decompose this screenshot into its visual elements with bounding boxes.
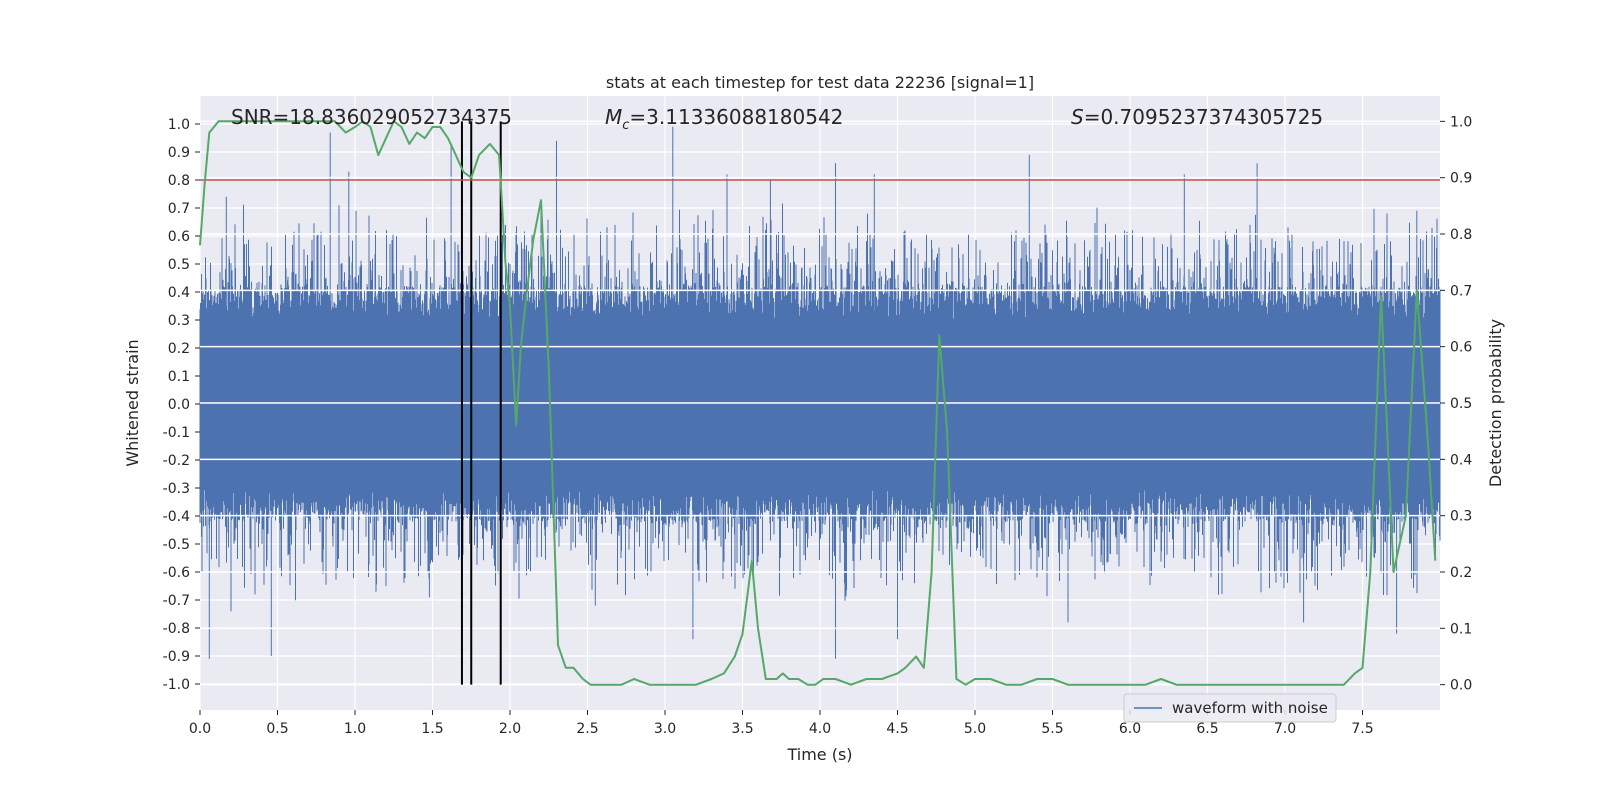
chirp-mass-subscript: c xyxy=(622,118,629,133)
y-tick-label: 0.6 xyxy=(168,229,190,245)
chirp-mass-annotation: Mc=3.11336088180542 xyxy=(605,105,843,133)
chart-title: stats at each timestep for test data 222… xyxy=(606,73,1034,92)
y-tick-label: -0.3 xyxy=(163,481,190,497)
x-axis-ticks: 0.0 0.5 1.0 1.5 2.0 2.5 3.0 3.5 4.0 4.5 5.0 5.5 6.0 6… xyxy=(189,710,1374,737)
y-tick-label: 0.0 xyxy=(168,397,190,413)
x-tick-label: 4.0 xyxy=(809,721,831,737)
x-tick-label: 6.5 xyxy=(1196,721,1218,737)
event-markers xyxy=(460,121,502,685)
y2-tick-label: 0.3 xyxy=(1450,509,1472,525)
y2-tick-label: 0.0 xyxy=(1450,678,1472,694)
y2-axis-ticks: 0.0 0.1 0.2 0.3 0.4 0.5 0.6 0.7 0.8 0.9 1.0 xyxy=(1440,114,1472,694)
x-axis-label: Time (s) xyxy=(786,745,852,764)
detection-probability-line xyxy=(199,120,1437,686)
chirp-mass-symbol: M xyxy=(605,105,622,129)
y-tick-label: -0.8 xyxy=(163,621,190,637)
y-tick-label: 0.8 xyxy=(168,173,190,189)
y2-tick-label: 0.8 xyxy=(1450,227,1472,243)
x-tick-label: 1.5 xyxy=(421,721,443,737)
strain-series xyxy=(199,126,1441,659)
y-tick-label: 0.2 xyxy=(168,341,190,357)
x-tick-label: 7.0 xyxy=(1274,721,1296,737)
y2-tick-label: 0.1 xyxy=(1450,621,1472,637)
y2-tick-label: 0.9 xyxy=(1450,171,1472,187)
y2-tick-label: 1.0 xyxy=(1450,114,1472,130)
x-tick-label: 2.5 xyxy=(576,721,598,737)
y-tick-label: 0.5 xyxy=(168,257,190,273)
x-tick-label: 3.5 xyxy=(731,721,753,737)
x-tick-label: 5.5 xyxy=(1041,721,1063,737)
y2-tick-label: 0.2 xyxy=(1450,565,1472,581)
x-tick-label: 7.5 xyxy=(1351,721,1373,737)
y-tick-label: -0.9 xyxy=(163,649,190,665)
y2-tick-label: 0.7 xyxy=(1450,283,1472,299)
y-tick-label: -1.0 xyxy=(163,677,190,693)
s-value: =0.7095237374305725 xyxy=(1084,105,1323,129)
y-tick-label: -0.1 xyxy=(163,425,190,441)
chirp-mass-value: =3.11336088180542 xyxy=(629,105,843,129)
y-tick-label: -0.5 xyxy=(163,537,190,553)
y-tick-label: -0.6 xyxy=(163,565,190,581)
snr-annotation: SNR=18.836029052734375 xyxy=(231,105,512,129)
strain-line xyxy=(199,126,1441,659)
x-tick-label: 1.0 xyxy=(344,721,366,737)
y-tick-label: 0.9 xyxy=(168,145,190,161)
y-tick-label: 0.7 xyxy=(168,201,190,217)
y-tick-label: 0.3 xyxy=(168,313,190,329)
y-tick-label: -0.4 xyxy=(163,509,190,525)
x-tick-label: 0.0 xyxy=(189,721,211,737)
y-tick-label: -0.7 xyxy=(163,593,190,609)
y-tick-label: -0.2 xyxy=(163,453,190,469)
y-tick-label: 0.4 xyxy=(168,285,190,301)
x-tick-label: 5.0 xyxy=(964,721,986,737)
s-symbol: S xyxy=(1071,105,1084,129)
y-axis-ticks: -1.0 -0.9 -0.8 -0.7 -0.6 -0.5 -0.4 -0.3 -0.2 -0.1… xyxy=(163,117,200,693)
x-tick-label: 0.5 xyxy=(266,721,288,737)
y2-tick-label: 0.5 xyxy=(1450,396,1472,412)
x-tick-label: 4.5 xyxy=(886,721,908,737)
y-axis-label: Whitened strain xyxy=(123,339,142,466)
legend: waveform with noise xyxy=(1123,693,1337,723)
y-tick-label: 0.1 xyxy=(168,369,190,385)
s-annotation: S=0.7095237374305725 xyxy=(1071,105,1323,129)
x-tick-label: 6.0 xyxy=(1119,721,1141,737)
y2-tick-label: 0.6 xyxy=(1450,340,1472,356)
y2-axis-label: Detection probability xyxy=(1486,319,1505,487)
legend-label: waveform with noise xyxy=(1172,699,1328,717)
x-tick-label: 3.0 xyxy=(654,721,676,737)
y2-tick-label: 0.4 xyxy=(1450,452,1472,468)
x-tick-label: 2.0 xyxy=(499,721,521,737)
legend-box xyxy=(1123,693,1337,723)
y-tick-label: 1.0 xyxy=(168,117,190,133)
